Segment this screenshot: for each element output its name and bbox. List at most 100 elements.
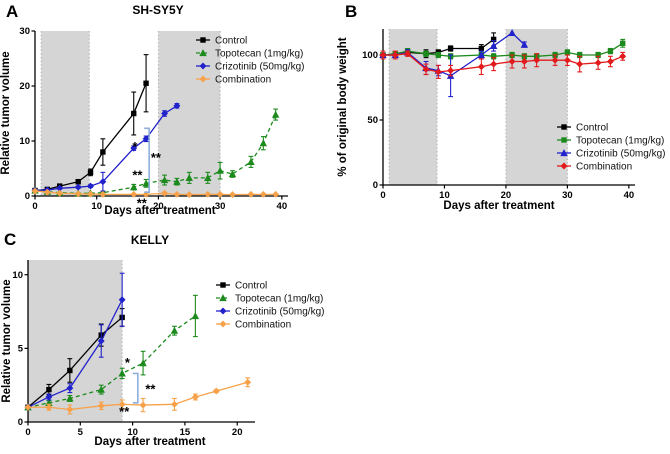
x-tick-label: 5 xyxy=(78,427,84,438)
diamond-marker xyxy=(490,60,498,68)
square-marker xyxy=(46,386,52,393)
legend-label: Combination xyxy=(576,161,632,172)
triangle-marker xyxy=(191,312,200,320)
x-axis-label: Days after treatment xyxy=(443,200,554,212)
x-tick-label: 0 xyxy=(25,427,30,438)
y-tick-label: 0 xyxy=(18,417,23,428)
square-marker xyxy=(423,51,429,57)
series-combination xyxy=(24,377,252,415)
triangle-marker xyxy=(97,385,105,393)
diamond-marker xyxy=(45,403,53,411)
square-marker xyxy=(576,52,583,58)
diamond-marker xyxy=(508,58,516,65)
diamond-marker xyxy=(219,307,227,315)
legend-label: Combination xyxy=(215,74,271,85)
triangle-marker xyxy=(66,394,74,402)
x-tick-label: 10 xyxy=(439,190,450,201)
x-tick-label: 10 xyxy=(127,427,138,438)
diamond-marker xyxy=(477,63,485,71)
diamond-marker xyxy=(191,393,199,401)
x-tick-label: 40 xyxy=(624,190,635,201)
triangle-marker xyxy=(160,176,169,184)
diamond-marker xyxy=(272,190,280,198)
square-marker xyxy=(561,124,567,130)
square-marker xyxy=(490,36,497,43)
x-tick-label: 40 xyxy=(277,201,288,212)
diamond-marker xyxy=(142,190,150,198)
square-marker xyxy=(564,49,571,56)
square-marker xyxy=(595,52,601,58)
triangle-marker xyxy=(271,110,280,118)
legend-label: Control xyxy=(576,122,608,133)
legend: Control Topotecan (1mg/kg) Crizotinib (50m… xyxy=(196,35,304,85)
annotations: ******* xyxy=(132,127,162,211)
significance-bracket xyxy=(144,127,150,193)
series-combination xyxy=(31,187,280,199)
diamond-marker xyxy=(204,190,212,198)
diamond-marker xyxy=(594,59,602,67)
diamond-marker xyxy=(606,58,614,65)
triangle-marker xyxy=(489,42,498,49)
treatment-shading xyxy=(40,31,221,196)
triangle-marker xyxy=(139,359,147,367)
diamond-marker xyxy=(170,400,178,408)
legend-label: Topotecan (1mg/kg) xyxy=(576,135,664,146)
diamond-marker xyxy=(142,135,150,143)
shaded-region xyxy=(505,29,568,185)
x-tick-label: 0 xyxy=(32,201,37,212)
diamond-marker xyxy=(434,68,442,76)
legend-label: Crizotinib (50mg/kg) xyxy=(576,148,665,159)
diamond-marker xyxy=(161,189,169,197)
legend-label: Control xyxy=(235,280,267,291)
y-tick-label: 10 xyxy=(19,136,30,147)
x-tick-label: 15 xyxy=(180,427,191,438)
legend-label: Combination xyxy=(235,319,291,330)
diamond-marker xyxy=(99,190,107,198)
legend-label: Topotecan (1mg/kg) xyxy=(235,293,323,304)
diamond-marker xyxy=(118,400,126,408)
triangle-marker xyxy=(173,177,181,185)
legend-label: Crizotinib (50mg/kg) xyxy=(235,306,324,317)
diamond-marker xyxy=(533,56,541,64)
triangle-marker xyxy=(508,29,516,36)
panel-label: C xyxy=(4,230,16,249)
diamond-marker xyxy=(56,184,64,192)
diamond-marker xyxy=(447,67,455,75)
y-axis-label: % of original body weight xyxy=(337,37,349,176)
significance-asterisk: ** xyxy=(137,196,148,211)
square-marker xyxy=(435,52,442,58)
diamond-marker xyxy=(139,401,147,409)
triangle-marker xyxy=(219,294,227,302)
y-tick-label: 0 xyxy=(373,180,378,191)
x-tick-label: 30 xyxy=(562,190,573,201)
legend: Control Topotecan (1mg/kg) Crizotinib (50m… xyxy=(216,280,324,330)
triangle-marker xyxy=(199,49,207,57)
diamond-marker xyxy=(87,182,94,190)
triangle-marker xyxy=(216,166,224,174)
y-tick-label: 5 xyxy=(18,344,24,355)
square-marker xyxy=(67,367,73,374)
significance-asterisk: ** xyxy=(145,381,156,396)
triangle-marker xyxy=(185,174,193,181)
diamond-marker xyxy=(212,387,220,395)
significance-asterisk: * xyxy=(125,355,131,370)
diamond-marker xyxy=(74,190,82,198)
x-axis-label: Days after treatment xyxy=(104,205,215,217)
square-marker xyxy=(561,137,567,143)
diamond-marker xyxy=(24,403,32,411)
diamond-marker xyxy=(97,402,105,410)
labels: C KELLY Days after treatment Relative tumor… xyxy=(1,230,206,448)
square-marker xyxy=(490,53,497,59)
panel-b-body-weight-chart: 0 10 20 30 40 0 50 100 Control Topotecan (1mg/kg)… xyxy=(337,2,665,212)
x-tick-label: 20 xyxy=(501,190,512,201)
diamond-marker xyxy=(259,190,267,198)
series-line xyxy=(28,381,248,411)
square-marker xyxy=(220,282,226,288)
square-marker xyxy=(200,37,206,43)
annotations: ***** xyxy=(119,355,156,419)
diamond-marker xyxy=(219,320,227,328)
diamond-marker xyxy=(43,188,51,196)
square-marker xyxy=(143,80,149,86)
diamond-marker xyxy=(97,337,105,345)
